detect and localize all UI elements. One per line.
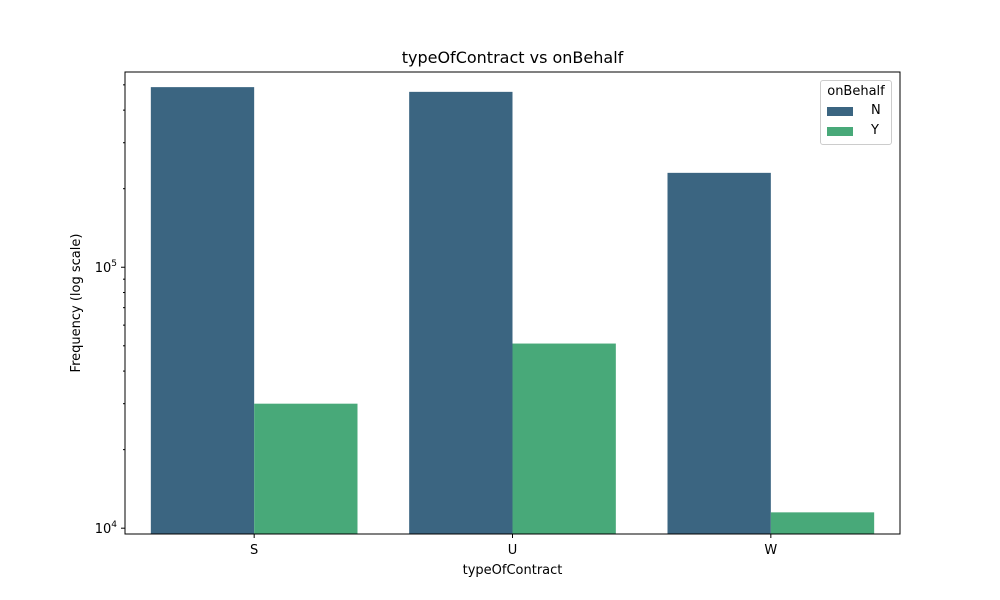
bar-n-s <box>150 87 255 535</box>
legend-swatch-n <box>827 107 853 116</box>
y-axis-ticks: 104 105 <box>95 84 125 537</box>
x-tick-label: U <box>508 543 518 558</box>
legend: onBehalf N Y <box>820 80 892 145</box>
bar-n-u <box>409 91 513 534</box>
legend-title: onBehalf <box>827 84 885 99</box>
bar-y-s <box>254 403 358 534</box>
x-axis-label: typeOfContract <box>463 563 563 578</box>
legend-label-y: Y <box>871 123 879 138</box>
x-tick-label: S <box>250 543 258 558</box>
chart-title: typeOfContract vs onBehalf <box>402 48 624 67</box>
legend-swatch-y <box>827 127 853 136</box>
y-tick-label: 104 <box>95 520 118 537</box>
bar-n-w <box>667 172 771 535</box>
x-tick-label: W <box>764 543 777 558</box>
y-axis-label: Frequency (log scale) <box>69 234 84 373</box>
bar-y-u <box>512 343 616 534</box>
legend-label-n: N <box>871 103 881 118</box>
bar-y-w <box>770 512 875 534</box>
y-tick-label: 105 <box>95 259 117 276</box>
bars <box>150 87 875 535</box>
